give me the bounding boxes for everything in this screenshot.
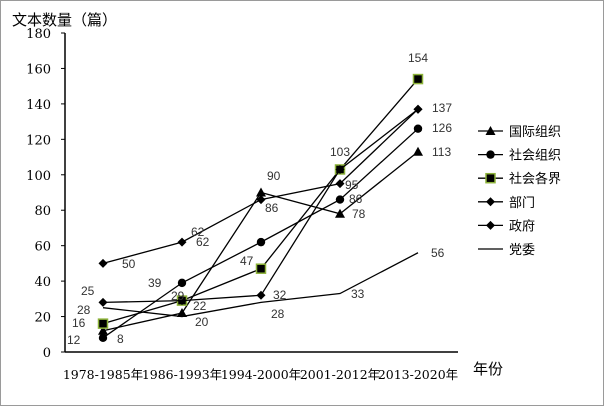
data-label: 8 [117,332,124,346]
y-tick-label: 20 [34,311,51,326]
x-tick-label: 2001-2012年 [300,367,380,382]
legend-item: 党委 [478,243,535,258]
legend-item: 社会组织 [478,148,561,164]
data-label: 86 [349,192,363,206]
y-tick-label: 160 [26,62,51,77]
data-label: 78 [352,207,366,221]
data-label: 25 [81,284,95,298]
square-marker [412,73,424,85]
y-tick-label: 100 [26,169,51,184]
circle-marker [486,150,495,159]
x-axis-title: 年份 [473,360,503,378]
triangle-marker [485,126,496,135]
circle-marker [413,124,423,133]
data-label: 20 [195,315,209,329]
data-label: 62 [196,235,210,249]
legend-label: 社会组织 [509,148,561,164]
legend-label: 部门 [509,196,535,211]
circle-marker [256,237,266,247]
data-label: 103 [330,145,350,159]
legend-label: 党委 [509,243,535,258]
series-line [102,252,419,318]
y-tick-label: 180 [26,27,51,42]
y-tick-label: 120 [26,133,51,148]
series-4 [98,104,423,307]
y-tick-label: 0 [43,346,51,361]
diamond-marker [256,195,266,205]
legend-label: 社会各界 [509,171,561,187]
data-label: 47 [240,254,254,268]
triangle-marker [98,325,108,335]
data-label: 16 [72,316,86,330]
diamond-marker [486,197,495,207]
legend-item: 国际组织 [478,125,561,140]
triangle-marker [413,146,423,156]
diamond-marker [98,258,108,268]
y-tick-label: 60 [34,240,51,255]
data-label: 28 [271,307,285,321]
diamond-marker [335,164,345,174]
data-label: 90 [267,169,281,183]
circle-marker [177,278,187,288]
data-label: 32 [273,288,287,302]
data-label: 50 [122,257,136,271]
series-0 [98,146,423,335]
x-tick-label: 2013-2020年 [378,367,458,382]
legend-item: 社会各界 [478,171,561,187]
data-label: 39 [148,276,162,290]
data-label: 12 [67,333,81,347]
triangle-marker [177,308,187,318]
diamond-marker [177,296,187,306]
x-tick-label: 1994-2000年 [221,367,301,382]
square-marker [255,263,267,274]
data-label: 22 [193,299,207,313]
circle-marker [335,195,345,204]
legend-item: 政府 [478,219,535,234]
data-label: 62 [191,225,205,239]
diamond-marker [413,104,423,114]
x-tick-label: 1978-1985年 [63,367,143,382]
data-label: 33 [351,287,365,301]
diamond-marker [177,237,187,247]
data-label: 95 [345,178,359,192]
legend-label: 政府 [509,219,535,234]
circle-marker [98,333,108,343]
data-label: 126 [432,121,452,135]
data-label: 137 [432,101,452,115]
triangle-marker [335,208,345,218]
y-tick-label: 80 [34,204,51,219]
diamond-marker [486,220,495,230]
data-label: 29 [171,289,185,303]
diamond-marker [256,290,266,300]
data-label: 56 [431,246,445,260]
data-label: 154 [408,51,428,65]
square-marker [485,172,496,184]
legend-label: 国际组织 [509,125,561,140]
legend-item: 部门 [478,196,535,211]
diamond-marker [335,179,345,189]
y-tick-label: 40 [34,275,51,290]
data-label: 86 [265,201,279,215]
y-tick-label: 140 [26,98,51,113]
triangle-marker [256,187,266,197]
data-label: 113 [432,145,451,159]
x-tick-label: 1986-1993年 [142,367,222,382]
square-marker [97,318,109,329]
data-label: 28 [77,303,91,317]
diamond-marker [98,297,108,307]
series-5 [102,252,419,318]
y-axis-title: 文本数量（篇） [12,11,117,29]
